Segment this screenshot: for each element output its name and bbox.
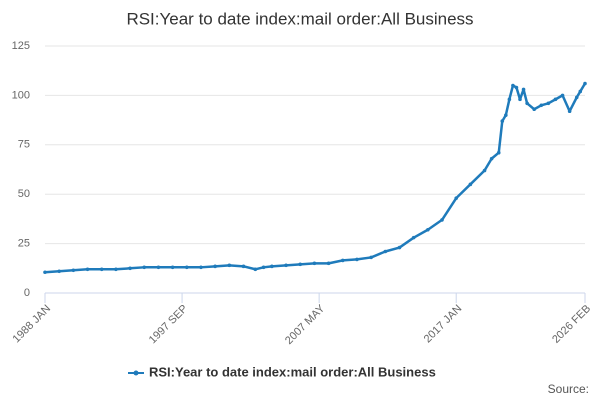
point — [213, 264, 217, 269]
point — [340, 258, 345, 263]
point — [500, 119, 505, 123]
point — [199, 265, 203, 270]
point — [270, 264, 274, 269]
point — [426, 227, 430, 232]
source: Source: — [548, 382, 589, 396]
point — [567, 109, 572, 114]
point — [57, 269, 61, 274]
point — [489, 156, 494, 161]
line — [44, 82, 587, 274]
point — [261, 265, 266, 270]
point — [312, 261, 317, 266]
point — [114, 267, 118, 272]
point — [411, 235, 416, 240]
y-tick-label: 0 — [24, 287, 30, 299]
x-tick-label: 1997 SEP — [147, 303, 191, 347]
y-tick-label: 25 — [18, 238, 30, 250]
point — [521, 87, 526, 92]
point — [454, 196, 459, 200]
point — [128, 266, 132, 271]
point — [560, 93, 565, 98]
point — [326, 261, 331, 266]
point — [583, 81, 587, 86]
point — [525, 101, 529, 106]
point — [518, 97, 522, 102]
point — [170, 265, 175, 270]
point — [253, 267, 258, 272]
point — [99, 267, 104, 272]
legend-marker — [133, 370, 139, 376]
y-tick-label: 100 — [12, 89, 30, 101]
point — [383, 249, 388, 254]
point — [553, 97, 558, 102]
point — [539, 103, 544, 108]
point — [369, 255, 373, 260]
point — [298, 262, 303, 267]
point — [574, 95, 579, 100]
point — [532, 107, 536, 112]
point — [511, 83, 515, 88]
point — [284, 263, 288, 268]
point — [142, 265, 147, 270]
point — [355, 257, 359, 262]
x-tick-label: 2007 MAY — [283, 302, 328, 347]
point — [397, 245, 402, 250]
point — [496, 150, 501, 155]
point — [440, 218, 444, 222]
y-tick-label: 75 — [18, 139, 30, 151]
x-tick-label: 1988 JAN — [11, 303, 54, 346]
y-tick-label: 125 — [12, 40, 30, 52]
point — [507, 97, 512, 102]
point — [504, 113, 508, 117]
x-tick-label: 2017 JAN — [422, 303, 465, 346]
point — [514, 85, 519, 90]
point — [482, 168, 487, 173]
x-tick-label: 2026 FEB — [550, 303, 593, 346]
point — [546, 101, 551, 106]
point — [578, 89, 583, 94]
point — [43, 270, 47, 275]
point — [468, 182, 473, 187]
legend-label: RSI:Year to date index:mail order:All Bu… — [149, 364, 436, 379]
point — [156, 265, 161, 270]
point — [241, 264, 246, 269]
point — [71, 268, 76, 273]
point — [85, 267, 90, 272]
chart-title: RSI:Year to date index:mail order:All Bu… — [126, 9, 473, 28]
point — [227, 263, 232, 268]
y-tick-label: 50 — [18, 188, 30, 200]
point — [184, 265, 189, 270]
